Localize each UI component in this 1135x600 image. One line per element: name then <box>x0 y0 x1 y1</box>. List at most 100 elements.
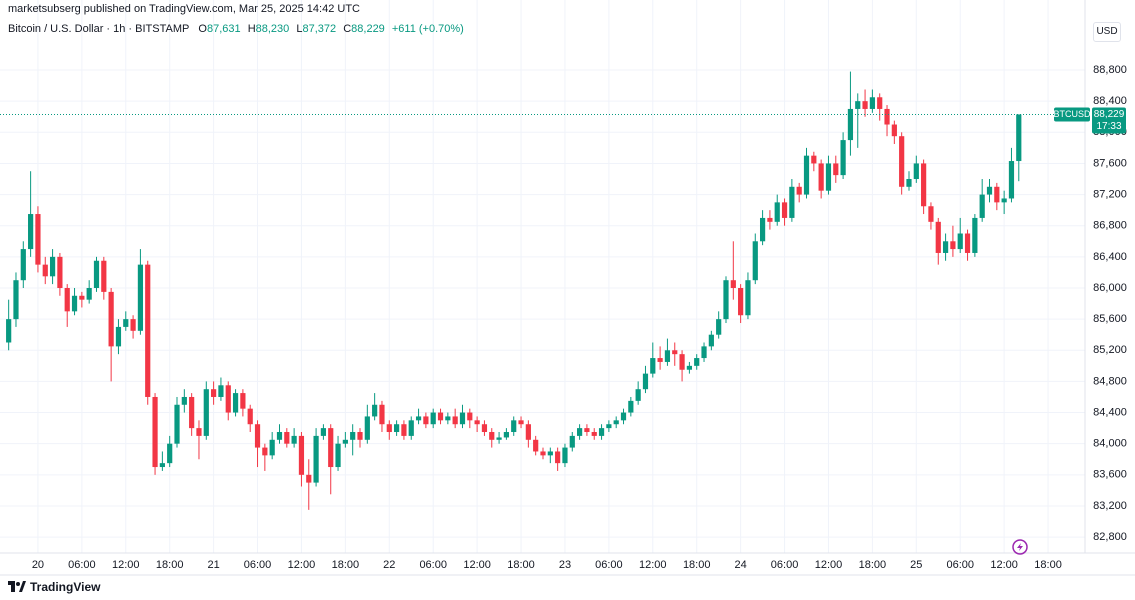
candle-body <box>167 443 173 464</box>
x-tick-label: 18:00 <box>507 559 535 571</box>
x-tick-label: 06:00 <box>595 559 623 571</box>
candle-body <box>357 432 363 440</box>
y-tick-label: 86,400 <box>1093 251 1127 263</box>
candle-body <box>942 241 949 253</box>
x-tick-label: 12:00 <box>463 559 491 571</box>
candle-body <box>840 140 846 176</box>
candle-body <box>342 439 348 444</box>
candle-body <box>394 424 400 433</box>
x-tick-label: 18:00 <box>156 559 184 571</box>
ohlc-value: 88,229 <box>351 23 385 35</box>
symbol-tag: BTCUSD <box>1053 109 1091 119</box>
x-tick-label: 20 <box>32 559 44 571</box>
candle-body <box>49 256 56 277</box>
candle-body <box>818 163 824 191</box>
candle-body <box>796 186 802 195</box>
y-tick-label: 84,400 <box>1093 406 1127 418</box>
candle-body <box>752 241 758 281</box>
candle-body <box>906 179 912 187</box>
candle-body <box>247 408 253 425</box>
candle-body <box>262 447 268 456</box>
y-tick-label: 86,800 <box>1093 220 1127 232</box>
candle-body <box>716 319 722 335</box>
candle-body <box>423 416 429 425</box>
candle-body <box>862 101 868 109</box>
candle-body <box>672 350 678 355</box>
symbol-tag-bg <box>1054 107 1090 122</box>
y-tick-label: 85,600 <box>1093 313 1127 325</box>
y-tick-label: 87,600 <box>1093 157 1127 169</box>
candle-body <box>181 396 187 405</box>
candle-body <box>686 365 692 370</box>
candle-body <box>13 280 19 320</box>
x-tick-label: 23 <box>559 559 571 571</box>
x-tick-label: 18:00 <box>683 559 711 571</box>
brand-logo <box>8 581 26 592</box>
candle-body <box>540 451 546 456</box>
x-tick-label: 24 <box>735 559 747 571</box>
x-tick-label: 18:00 <box>859 559 887 571</box>
candle-body <box>694 358 700 366</box>
candle-body <box>437 412 444 421</box>
x-tick-label: 12:00 <box>990 559 1018 571</box>
candle-body <box>298 435 305 475</box>
candle-body <box>415 416 422 421</box>
candle-body <box>1008 161 1015 199</box>
candle-body <box>972 217 978 253</box>
currency-button[interactable]: USD <box>1093 22 1121 42</box>
candle-body <box>847 108 854 141</box>
candle-body <box>511 420 517 433</box>
y-tick-label: 87,200 <box>1093 188 1127 200</box>
candle-body <box>606 424 612 429</box>
y-tick-label: 88,800 <box>1093 64 1127 76</box>
ohlc-key: L <box>296 23 303 35</box>
candle-body <box>562 447 568 464</box>
candle-body <box>284 432 290 444</box>
candle-body <box>203 389 209 436</box>
candle-body <box>759 217 766 242</box>
candle-body <box>467 412 473 421</box>
candle-body <box>64 287 70 312</box>
candle-body <box>196 428 202 436</box>
candle-body <box>620 412 627 421</box>
symbol-name: Bitcoin / U.S. Dollar · 1h · BITSTAMP <box>8 23 190 35</box>
candle-body <box>364 416 370 440</box>
candle-body <box>584 428 590 433</box>
x-tick-label: 21 <box>207 559 219 571</box>
candle-body <box>137 264 144 331</box>
candle-body <box>723 280 729 320</box>
candle-body <box>679 354 685 370</box>
candle-body <box>108 291 114 347</box>
candle-body <box>979 194 985 218</box>
candle-body <box>518 420 524 425</box>
y-tick-label: 82,800 <box>1093 531 1127 543</box>
candle-body <box>328 428 334 468</box>
candle-body <box>86 287 92 300</box>
alert-icon[interactable] <box>1012 539 1028 555</box>
publisher-line: marketsubserg published on TradingView.c… <box>8 3 360 15</box>
y-tick-label: 83,600 <box>1093 469 1127 481</box>
y-tick-label: 88,400 <box>1093 95 1127 107</box>
candle-body <box>1001 198 1007 203</box>
candle-body <box>20 249 26 281</box>
candle-body <box>211 389 217 397</box>
candle-body <box>430 412 436 425</box>
candle-body <box>730 280 736 288</box>
candle-body <box>708 334 714 347</box>
candle-body <box>306 474 312 483</box>
candle-body <box>79 295 85 300</box>
candle-body <box>474 420 480 425</box>
symbol-line: Bitcoin / U.S. Dollar · 1h · BITSTAMP O8… <box>8 23 468 35</box>
x-tick-label: 12:00 <box>639 559 667 571</box>
y-tick-label: 85,200 <box>1093 344 1127 356</box>
brand: TradingView <box>8 580 100 594</box>
candle-body <box>1016 114 1022 162</box>
candle-body <box>6 319 12 343</box>
candle-body <box>569 435 575 448</box>
candle-body <box>935 221 941 253</box>
candle-body <box>555 451 561 464</box>
ohlc-value: 88,230 <box>255 23 290 35</box>
candle-body <box>350 432 356 440</box>
candle-body <box>884 108 890 125</box>
